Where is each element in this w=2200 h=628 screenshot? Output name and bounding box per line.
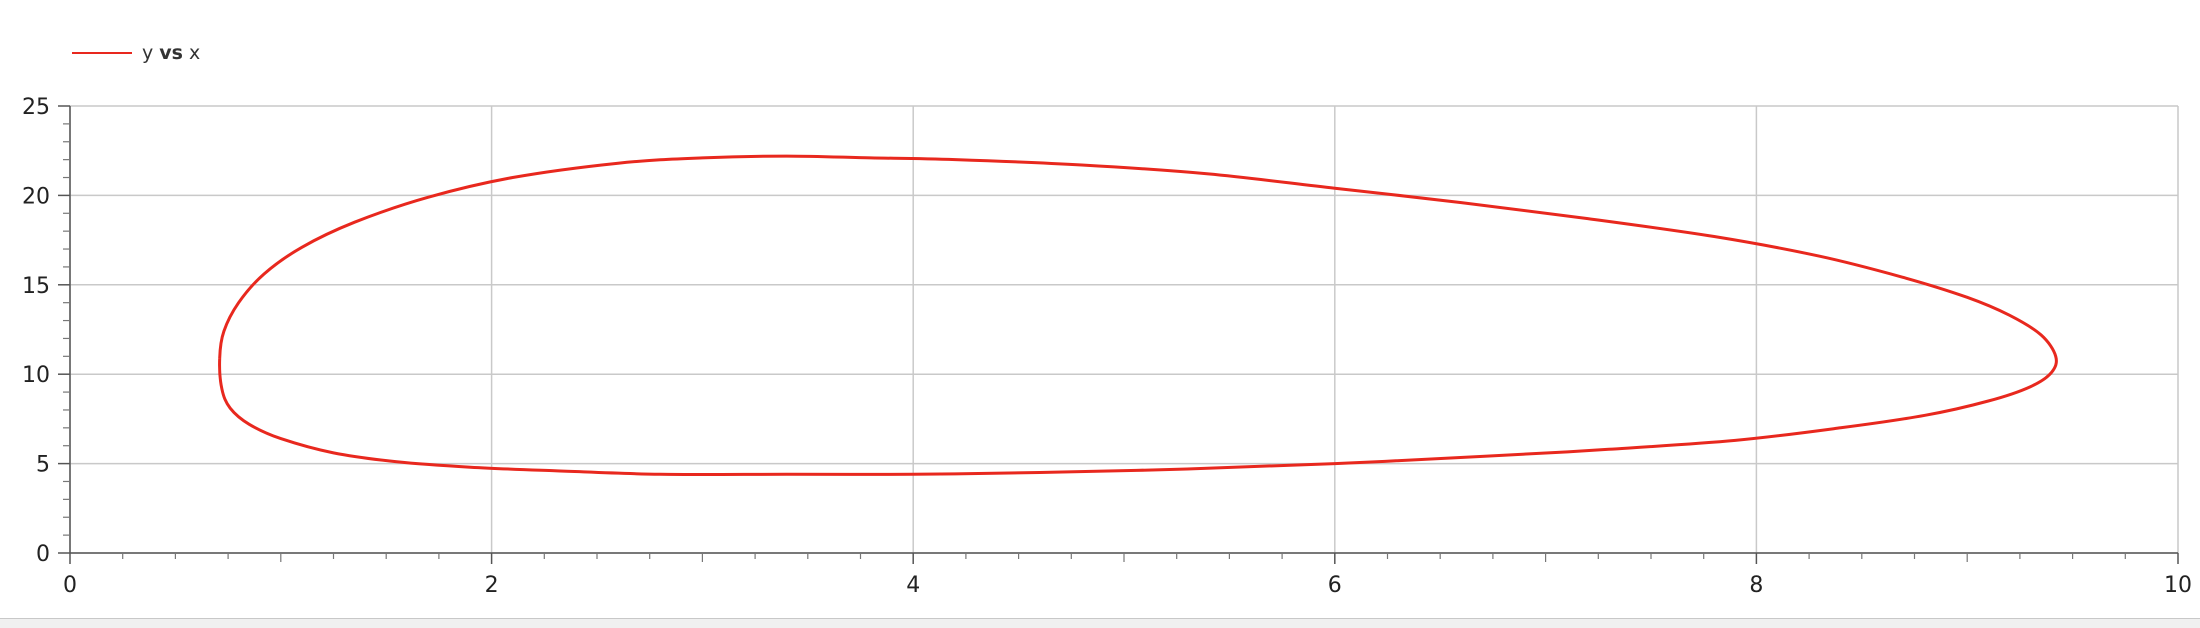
- y-tick-label: 15: [22, 274, 50, 299]
- y-tick-label: 20: [22, 184, 50, 209]
- x-tick-label: 6: [1328, 573, 1342, 598]
- series-layer: [218, 154, 2058, 477]
- series-line-y-vs-x: [218, 154, 2058, 477]
- minor-ticks: [63, 123, 2126, 562]
- x-tick-label: 0: [63, 573, 77, 598]
- x-tick-label: 2: [485, 573, 499, 598]
- legend-swatch: [72, 52, 132, 54]
- tick-labels: 0 2 4 6 8 10 0 5 10 15 20 25: [22, 95, 2192, 598]
- legend: y vs x: [72, 38, 200, 68]
- bottom-scrollbar: [0, 618, 2200, 628]
- legend-label: y vs x: [142, 42, 201, 64]
- axes: [58, 105, 2179, 564]
- y-tick-label: 10: [22, 363, 50, 388]
- y-tick-label: 5: [36, 453, 50, 478]
- x-tick-label: 8: [1749, 573, 1763, 598]
- y-tick-label: 0: [36, 542, 50, 567]
- x-tick-label: 10: [2164, 573, 2192, 598]
- x-tick-label: 4: [906, 573, 920, 598]
- grid-lines: [69, 105, 2179, 554]
- y-tick-label: 25: [22, 95, 50, 120]
